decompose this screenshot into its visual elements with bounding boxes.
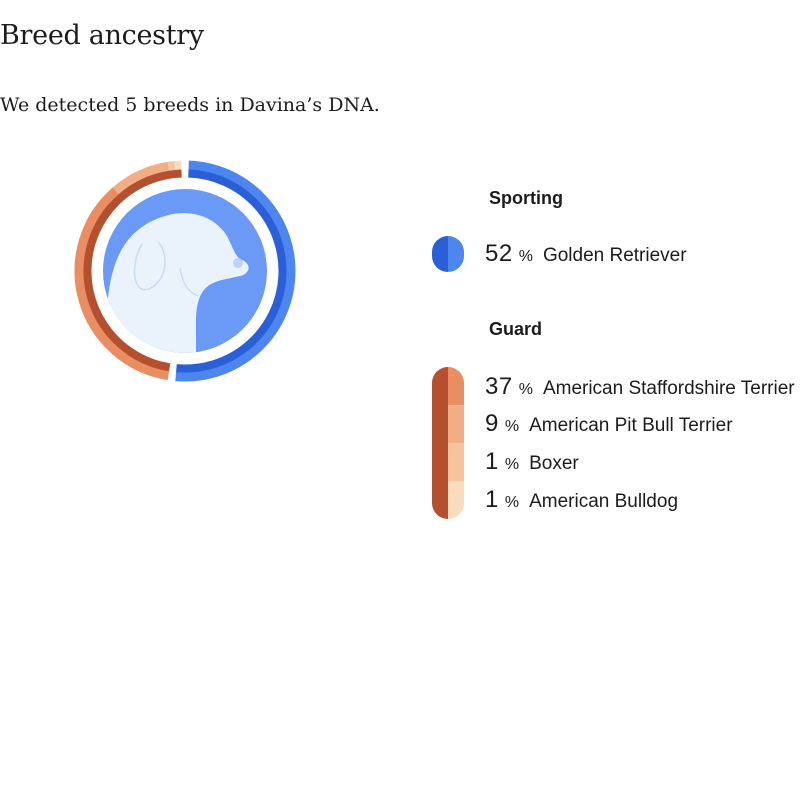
percent-sign: %: [504, 494, 520, 511]
guard-color-key: [432, 367, 464, 519]
breed-ancestry-ring: [74, 160, 296, 382]
percent-sign: %: [518, 248, 533, 265]
ring-group-guard: [82, 168, 182, 373]
breed-percent: 1: [485, 486, 499, 513]
breed-name: American Bulldog: [529, 491, 679, 512]
breed-row-boxer: 1 % Boxer: [485, 448, 579, 476]
breed-name: Golden Retriever: [542, 245, 687, 266]
breed-name: American Staffordshire Terrier: [542, 378, 795, 399]
breed-name: Boxer: [529, 453, 579, 474]
breed-row-golden-retriever: 52 % Golden Retriever: [485, 240, 687, 268]
ring-segment-american-staffordshire-terrier: [74, 187, 170, 381]
page-title: Breed ancestry: [0, 20, 204, 51]
breed-percent: 37: [485, 373, 513, 400]
percent-sign: %: [518, 381, 533, 398]
breed-percent: 9: [485, 410, 499, 437]
breed-name: American Pit Bull Terrier: [529, 415, 733, 436]
percent-sign: %: [504, 456, 520, 473]
page-subtitle: We detected 5 breeds in Davina’s DNA.: [0, 94, 380, 116]
breed-row-american-bulldog: 1 % American Bulldog: [485, 486, 678, 514]
breed-row-american-staffordshire-terrier: 37 % American Staffordshire Terrier: [485, 373, 795, 401]
sporting-color-key: [432, 236, 464, 272]
breed-row-american-pit-bull-terrier: 9 % American Pit Bull Terrier: [485, 410, 733, 438]
group-title-guard: Guard: [489, 319, 543, 339]
dog-head-icon: [103, 189, 267, 353]
ring-group-sporting: [176, 168, 288, 374]
breed-percent: 52: [485, 240, 513, 267]
ring-segment-american-pit-bull-terrier: [112, 161, 170, 195]
percent-sign: %: [504, 418, 520, 435]
ring-segment-boxer: [167, 161, 176, 171]
group-title-sporting: Sporting: [489, 188, 563, 208]
breed-percent: 1: [485, 448, 499, 475]
ring-segment-golden-retriever: [175, 160, 296, 382]
